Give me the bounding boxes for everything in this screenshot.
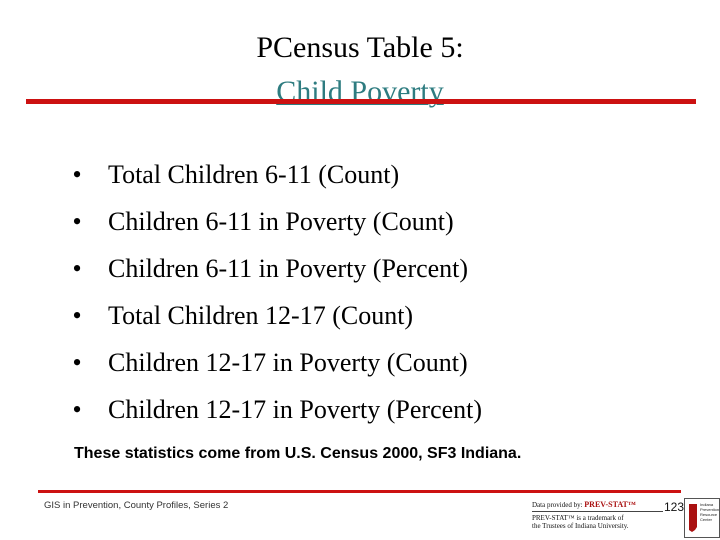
slide-number: 123 [663, 500, 686, 514]
indiana-map-icon [689, 504, 697, 532]
prev-stat-logo: Data provided by: PREV-STAT™ PREV-STAT™ … [532, 498, 682, 532]
bullet-icon: • [72, 254, 82, 283]
iprc-logo: Indiana Prevention Resource Center [684, 498, 720, 538]
slide-title: PCensus Table 5: [256, 31, 464, 64]
title-divider [26, 99, 696, 104]
source-note: These statistics come from U.S. Census 2… [74, 445, 522, 462]
footer-series-text: GIS in Prevention, County Profiles, Seri… [44, 500, 229, 511]
bullet-icon: • [72, 301, 82, 330]
bullet-icon: • [72, 395, 82, 424]
bullet-icon: • [72, 160, 82, 189]
bullet-icon: • [72, 348, 82, 377]
slide-subtitle: Child Poverty [276, 75, 444, 108]
bullet-icon: • [72, 207, 82, 236]
footer-divider [38, 490, 681, 493]
